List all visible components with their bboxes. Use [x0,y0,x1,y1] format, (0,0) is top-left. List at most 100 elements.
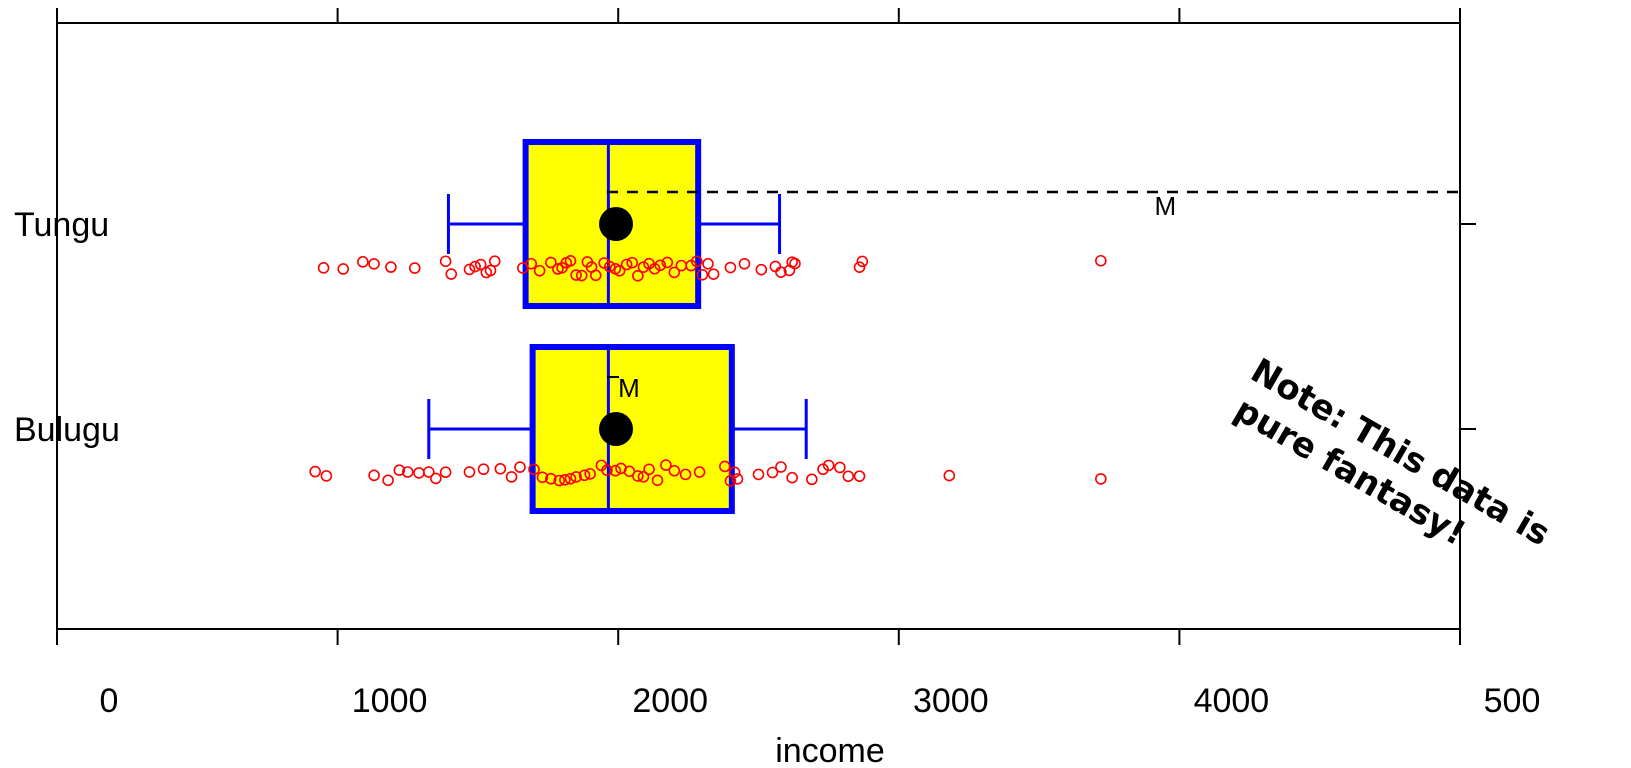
data-point [668,464,681,477]
x-tick-label: 2000 [632,682,708,720]
data-point [385,261,397,273]
data-point [368,469,380,482]
reference-line-group: M [606,190,1460,221]
data-point [637,470,650,483]
data-point [651,474,664,487]
data-point [505,471,518,483]
data-point [660,459,672,471]
data-point [654,259,667,272]
data-point [853,261,866,274]
x-tick-label: 0 [100,682,119,720]
data-point [553,474,566,487]
x-tick-labels: 0 1000 2000 3000 4000 500 [100,682,1541,720]
data-point [679,468,692,481]
data-point [401,466,414,478]
data-point [766,466,779,479]
data-point [337,263,350,275]
data-point [575,269,588,282]
x-tick-label: 4000 [1194,682,1270,720]
data-point [752,468,765,481]
data-point [637,261,650,273]
data-point [786,471,798,484]
data-point [469,260,481,273]
data-point [463,263,476,276]
data-point [514,461,526,473]
data-point [613,264,626,277]
data-point [632,269,644,282]
data-point [648,262,661,275]
data-point [488,255,501,268]
data-point [775,461,787,473]
data-point [320,470,333,482]
data-point [393,464,406,476]
data-point [368,258,380,270]
reference-line-label: M [1155,191,1177,221]
x-tick-label: 3000 [913,682,989,720]
data-point [834,461,846,474]
data-point [578,469,591,482]
data-point [317,262,330,274]
data-point [690,255,703,268]
data-point [382,474,394,487]
data-point [474,258,487,271]
data-point [1095,473,1107,485]
data-point [755,263,768,276]
x-axis-label: income [775,732,885,768]
box-groups: Tungu Bulugu M [14,139,808,514]
data-point [564,472,577,485]
data-point [620,258,633,271]
data-point [408,262,421,274]
data-point [822,459,835,472]
data-point [463,466,476,478]
data-point [668,266,681,279]
data-point [559,474,571,486]
data-point [422,466,435,478]
data-point [707,268,720,280]
data-point [702,258,714,270]
y-category-label: Tungu [14,206,109,244]
data-point [536,471,549,484]
data-point [533,264,546,277]
plot-frame [56,22,1461,630]
data-points [309,254,1107,487]
data-point [789,257,801,270]
data-point [856,255,869,268]
data-point [357,256,369,268]
data-point [525,257,538,270]
mean-dot [599,207,634,241]
data-point [853,470,866,482]
data-point [494,462,507,475]
mean-marker-bulugu: M [618,373,640,403]
data-point [545,256,557,269]
data-point [626,256,639,269]
data-point [484,264,497,277]
data-point [603,260,616,273]
data-point [570,471,582,483]
data-point [1095,254,1107,267]
data-point [724,261,737,274]
data-point [439,255,452,268]
data-point [738,257,751,270]
data-point [643,463,655,476]
data-point [693,466,706,478]
data-point [601,464,613,476]
data-point [719,460,731,473]
data-point [439,466,452,479]
data-point [769,260,782,273]
mean-dot [599,412,634,446]
data-point [943,469,956,482]
data-point [445,268,458,280]
data-point [413,467,425,479]
data-point [775,266,787,278]
data-point [731,473,744,485]
x-tick-label: 500 [1484,682,1541,720]
data-point [528,463,540,476]
y-category-label: Bulugu [14,411,120,449]
data-point [632,470,644,482]
data-point [564,255,577,267]
data-point [309,465,321,478]
data-point [728,466,741,479]
data-point [842,470,855,483]
data-point [661,256,674,269]
